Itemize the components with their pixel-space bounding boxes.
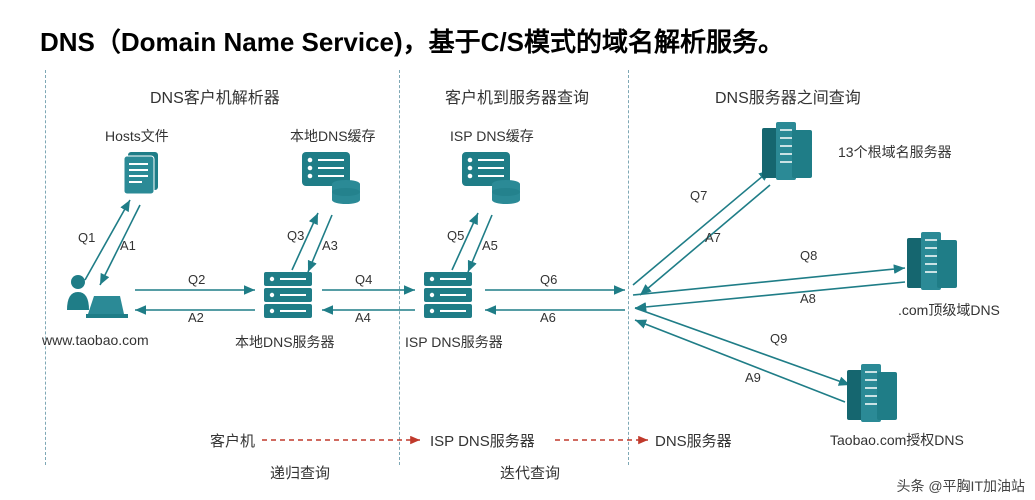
taobao-auth-label: Taobao.com授权DNS <box>830 430 964 450</box>
edge-label-q4: Q4 <box>355 272 372 287</box>
edge-label-a8: A8 <box>800 291 816 306</box>
edge-label-q6: Q6 <box>540 272 557 287</box>
page-title: DNS（Domain Name Service)，基于C/S模式的域名解析服务。 <box>40 22 784 59</box>
local-dns-cache-icon <box>300 150 364 206</box>
local-dns-server-label: 本地DNS服务器 <box>235 332 335 352</box>
edge-label-a4: A4 <box>355 310 371 325</box>
edge-label-a6: A6 <box>540 310 556 325</box>
isp-dns-server-label: ISP DNS服务器 <box>405 332 503 352</box>
edge-label-a5: A5 <box>482 238 498 253</box>
edge-label-q2: Q2 <box>188 272 205 287</box>
edge-label-a9: A9 <box>745 370 761 385</box>
edge-label-a7: A7 <box>705 230 721 245</box>
edge-label-q7: Q7 <box>690 188 707 203</box>
diagram-stage: DNS客户机解析器 客户机到服务器查询 DNS服务器之间查询 <box>0 70 1035 500</box>
isp-dns-cache-icon <box>460 150 524 206</box>
hosts-file-icon <box>120 148 166 196</box>
edge-label-q3: Q3 <box>287 228 304 243</box>
local-dns-cache-label: 本地DNS缓存 <box>290 126 376 146</box>
root-servers-label: 13个根域名服务器 <box>838 142 952 162</box>
edge-label-a2: A2 <box>188 310 204 325</box>
user-label: www.taobao.com <box>42 332 149 348</box>
edge-label-a3: A3 <box>322 238 338 253</box>
edge-label-q8: Q8 <box>800 248 817 263</box>
edge-label-q5: Q5 <box>447 228 464 243</box>
bottom-isp-label: ISP DNS服务器 <box>430 430 535 451</box>
bottom-recursive-label: 递归查询 <box>270 462 330 483</box>
root-servers-icon <box>760 120 830 186</box>
bottom-dns-label: DNS服务器 <box>655 430 732 451</box>
bottom-client-label: 客户机 <box>210 430 255 451</box>
bottom-iterative-label: 迭代查询 <box>500 462 560 483</box>
user-icon <box>60 270 130 320</box>
isp-dns-cache-label: ISP DNS缓存 <box>450 126 534 146</box>
local-dns-server-icon <box>258 268 318 324</box>
taobao-auth-icon <box>845 362 915 428</box>
edge-label-q1: Q1 <box>78 230 95 245</box>
isp-dns-server-icon <box>418 268 478 324</box>
com-tld-label: .com顶级域DNS <box>898 300 1000 320</box>
watermark: 头条 @平胸IT加油站 <box>896 476 1025 496</box>
edge-label-q9: Q9 <box>770 331 787 346</box>
com-tld-icon <box>905 230 975 296</box>
edge-label-a1: A1 <box>120 238 136 253</box>
hosts-file-label: Hosts文件 <box>105 126 169 146</box>
